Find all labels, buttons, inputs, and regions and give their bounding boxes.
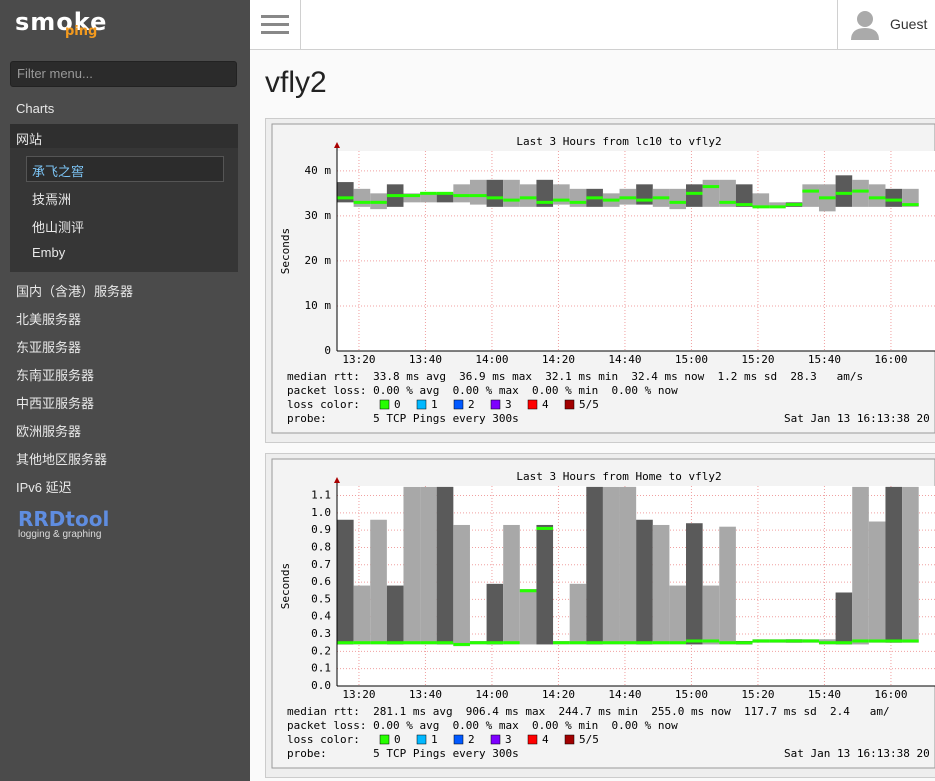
menu-item[interactable]: 中西亚服务器 bbox=[16, 396, 95, 411]
menu-item[interactable]: 东亚服务器 bbox=[16, 340, 82, 355]
filter-input[interactable]: Filter menu... bbox=[10, 61, 237, 87]
topbar: Guest bbox=[250, 0, 935, 50]
menu-item[interactable]: 欧洲服务器 bbox=[16, 424, 82, 439]
logo-sub: ping bbox=[65, 24, 98, 39]
menu-item[interactable]: IPv6 延迟 bbox=[16, 480, 72, 495]
menu-item[interactable]: Charts bbox=[16, 101, 55, 116]
menu-item[interactable]: 其他地区服务器 bbox=[16, 452, 108, 467]
menu-toggle[interactable] bbox=[250, 0, 301, 49]
submenu-item[interactable]: 承飞之窖 bbox=[32, 164, 85, 179]
submenu-item[interactable]: 他山测评 bbox=[32, 220, 85, 235]
logo[interactable]: smoke ping bbox=[15, 8, 108, 39]
menu-item[interactable]: 网站 bbox=[16, 132, 43, 147]
user-icon bbox=[851, 11, 879, 40]
current-item-box bbox=[26, 156, 224, 182]
chart-panel bbox=[265, 453, 935, 778]
rrdtool-tagline: logging & graphing bbox=[18, 529, 102, 540]
user-menu[interactable]: Guest bbox=[837, 0, 935, 49]
submenu-item[interactable]: 技焉洲 bbox=[32, 192, 72, 207]
rrdtool-logo[interactable]: RRDtool bbox=[18, 507, 110, 531]
page-title: vfly2 bbox=[265, 66, 327, 99]
menu-item[interactable]: 北美服务器 bbox=[16, 312, 82, 327]
chart-panel bbox=[265, 118, 935, 443]
menu-item[interactable]: 国内（含港）服务器 bbox=[16, 284, 134, 299]
submenu-item[interactable]: Emby bbox=[32, 245, 66, 260]
user-name: Guest bbox=[890, 16, 928, 32]
sidebar: smoke ping Filter menu... Charts 网站 承飞之窖 … bbox=[0, 0, 250, 781]
menu-item[interactable]: 东南亚服务器 bbox=[16, 368, 95, 383]
logo-text: smoke bbox=[15, 8, 108, 36]
active-group bbox=[10, 124, 238, 148]
